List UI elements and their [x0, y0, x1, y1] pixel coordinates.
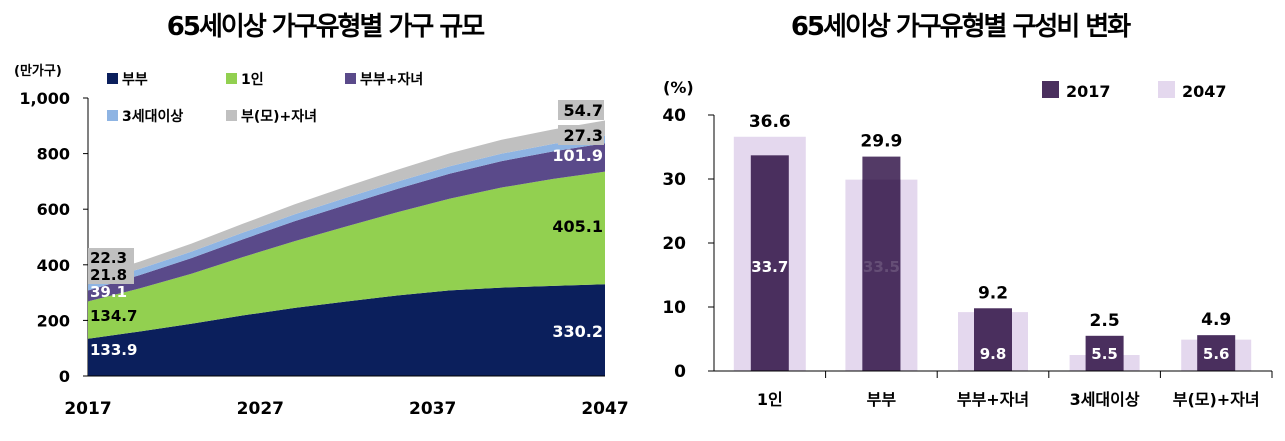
bar-label-2017-3: 5.5: [1091, 345, 1118, 363]
legend-item-three-gen: 3세대이상: [107, 108, 183, 125]
bar-label-2017-2: 9.8: [980, 345, 1007, 363]
left-x-axis: 2017 2027 2037 2047: [64, 375, 629, 419]
area-three_gen: [88, 135, 605, 291]
legend-item-2017: 2017: [1042, 81, 1111, 101]
start-label-three_gen: 21.8: [90, 266, 127, 284]
legend-item-couple-child: 부부+자녀: [345, 71, 423, 88]
left-stacked-areas: [88, 120, 605, 376]
end-label-couple: 330.2: [552, 322, 603, 341]
right-x-category-label: 3세대이상: [1070, 390, 1140, 409]
left-x-tick-label: 2017: [64, 399, 111, 419]
start-label-parent_child: 22.3: [90, 249, 127, 267]
legend-label-2047: 2047: [1182, 82, 1227, 101]
bar-2017-3: [1085, 335, 1124, 371]
start-label-box: [88, 248, 134, 267]
area-single: [88, 171, 605, 339]
end-label-three_gen: 27.3: [564, 126, 603, 145]
start-label-couple_child: 39.1: [90, 283, 127, 301]
left-x-tick-label: 2027: [237, 399, 284, 419]
left-y-tick-label: 0: [59, 367, 70, 386]
legend-item-couple: 부부: [107, 72, 148, 88]
bar-label-2047-2: 9.2: [978, 283, 1008, 303]
left-y-axis: 0 200 400 600 800 1,000: [19, 89, 89, 386]
right-bars: 36.633.729.933.59.29.82.55.54.95.6: [733, 112, 1252, 371]
end-label-parent_child: 54.7: [564, 101, 603, 120]
legend-swatch-couple: [107, 73, 118, 84]
legend-item-2047: 2047: [1158, 81, 1227, 101]
left-legend: 부부 1인 부부+자녀 3세대이상 부(모)+자녀: [107, 71, 423, 125]
left-y-tick-label: 800: [37, 145, 70, 164]
left-y-tick-label: 400: [37, 256, 70, 275]
right-legend: 2017 2047: [1042, 81, 1227, 101]
composition-ratio-chart: 65세이상 가구유형별 구성비 변화 (%) 0 10 20 30 40 36.6 33.…: [662, 12, 1273, 409]
right-x-category-label: 1인: [757, 390, 783, 409]
right-y-tick-label: 30: [662, 170, 686, 190]
bar-label-2047-3: 2.5: [1090, 311, 1120, 331]
right-x-category-label: 부(모)+자녀: [1173, 390, 1260, 409]
household-size-chart: 65세이상 가구유형별 가구 규모 (만가구) 0 200 400 600 800 1,0…: [14, 12, 629, 419]
legend-swatch-parent-child: [226, 110, 237, 121]
bar-label-2047-0: 36.6: [749, 112, 791, 132]
left-y-tick-label: 600: [37, 200, 70, 219]
legend-label-couple-child: 부부+자녀: [360, 71, 423, 88]
area-couple_child: [88, 143, 605, 302]
legend-label-2017: 2017: [1066, 82, 1111, 101]
area-parent_child: [88, 120, 605, 285]
left-data-labels: 133.9 134.7 39.121.822.3 330.2 405.1 101.927.…: [88, 100, 604, 359]
right-y-tick-label: 20: [662, 234, 686, 254]
left-chart-title: 65세이상 가구유형별 가구 규모: [167, 12, 485, 42]
legend-label-couple: 부부: [122, 72, 148, 88]
start-label-box: [88, 265, 134, 284]
bar-label-2047-4: 4.9: [1201, 310, 1231, 330]
end-label-couple_child: 101.9: [552, 146, 603, 165]
legend-label-three-gen: 3세대이상: [122, 108, 183, 125]
right-y-tick-label: 10: [662, 298, 686, 318]
right-x-axis: 1인 부부 부부+자녀 3세대이상 부(모)+자녀: [714, 370, 1273, 409]
right-x-category-label: 부부+자녀: [957, 390, 1029, 409]
bar-overlap-couple: [862, 179, 901, 371]
legend-label-parent-child: 부(모)+자녀: [241, 108, 317, 125]
legend-swatch-2047: [1158, 81, 1175, 98]
legend-label-single: 1인: [241, 71, 264, 88]
area-couple: [88, 284, 605, 376]
right-x-category-label: 부부: [867, 390, 897, 409]
right-chart-title: 65세이상 가구유형별 구성비 변화: [791, 12, 1131, 42]
left-y-tick-label: 200: [37, 311, 70, 330]
right-y-tick-label: 0: [674, 362, 686, 382]
end-label-box: [558, 125, 604, 145]
end-label-single: 405.1: [552, 217, 603, 236]
start-label-single: 134.7: [90, 307, 137, 325]
left-y-tick-label: 1,000: [19, 89, 70, 108]
left-y-unit-label: (만가구): [14, 63, 62, 79]
bar-label-2047-1: 29.9: [860, 132, 902, 152]
bar-label-2017-4: 5.6: [1203, 345, 1230, 363]
legend-swatch-three-gen: [107, 110, 118, 121]
start-label-couple: 133.9: [90, 341, 137, 359]
bar-2017-4: [1197, 335, 1236, 371]
legend-swatch-single: [226, 73, 237, 84]
end-label-box: [558, 100, 604, 120]
right-y-unit-label: (%): [663, 78, 694, 97]
legend-item-single: 1인: [226, 71, 264, 88]
bar-2017-2: [974, 308, 1012, 371]
right-y-axis: 0 10 20 30 40: [662, 106, 715, 382]
bar-2017-0: [750, 155, 789, 371]
left-x-tick-label: 2037: [409, 399, 456, 419]
legend-item-parent-child: 부(모)+자녀: [226, 108, 317, 125]
left-x-tick-label: 2047: [581, 399, 628, 419]
legend-swatch-couple-child: [345, 73, 356, 84]
bar-label-2017-0: 33.7: [751, 258, 788, 276]
legend-swatch-2017: [1042, 81, 1059, 98]
right-y-tick-label: 40: [662, 106, 686, 126]
